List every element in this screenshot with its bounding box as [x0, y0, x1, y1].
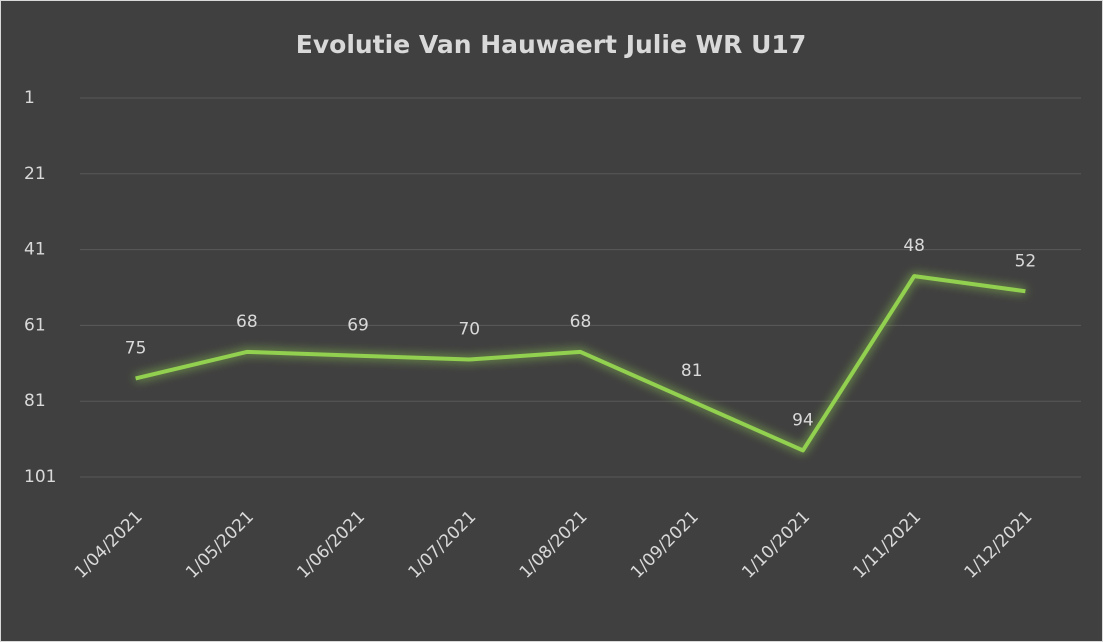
data-label: 68 — [236, 312, 258, 332]
data-label: 68 — [570, 312, 592, 332]
y-tick-label: 81 — [24, 391, 46, 411]
y-tick-label: 1 — [24, 88, 35, 108]
y-tick-label: 101 — [24, 467, 56, 487]
y-tick-label: 21 — [24, 164, 46, 184]
data-label: 69 — [347, 316, 369, 336]
y-tick-label: 41 — [24, 240, 46, 260]
data-label: 48 — [903, 236, 925, 256]
chart-title: Evolutie Van Hauwaert Julie WR U17 — [296, 30, 806, 59]
data-label: 94 — [792, 410, 814, 430]
data-label: 81 — [681, 361, 703, 381]
data-line — [135, 274, 1026, 453]
data-label: 52 — [1015, 251, 1037, 271]
y-tick-label: 61 — [24, 315, 46, 335]
data-label: 75 — [125, 338, 147, 358]
data-label: 70 — [458, 320, 480, 340]
